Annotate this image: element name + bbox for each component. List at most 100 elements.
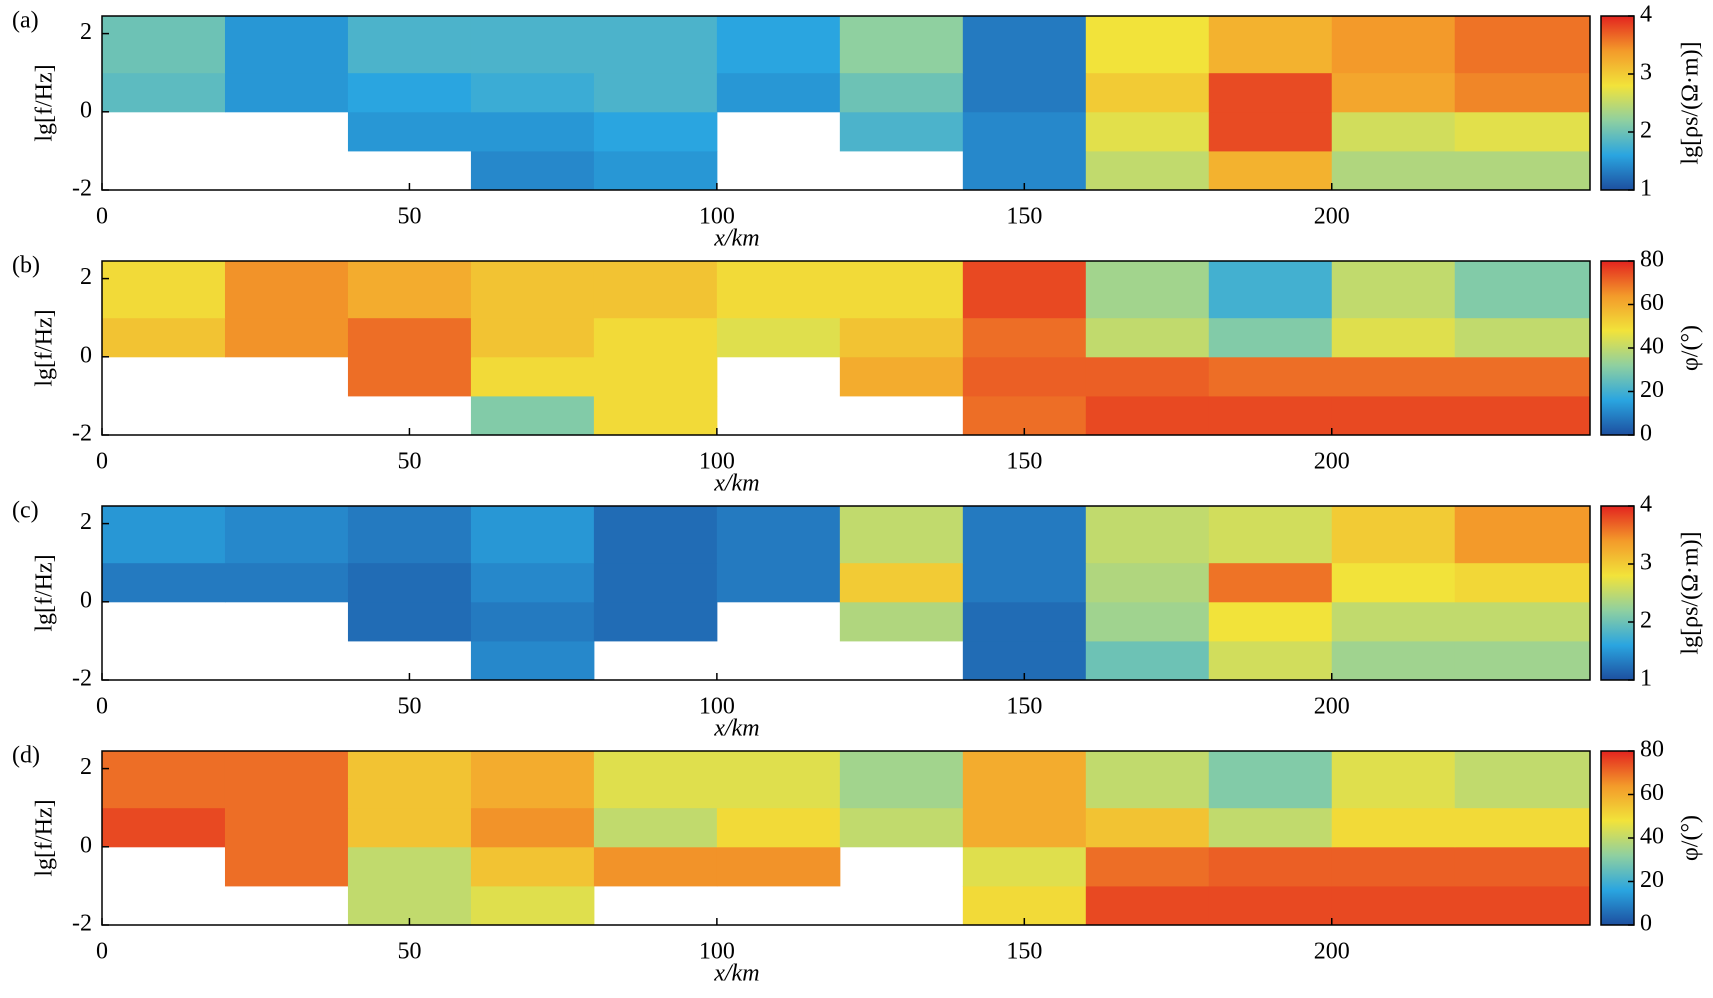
heatmap-cell bbox=[1454, 751, 1591, 809]
heatmap-cell bbox=[1331, 640, 1456, 681]
heatmap-cell bbox=[224, 317, 349, 358]
y-tick-label: -2 bbox=[72, 911, 92, 937]
heatmap-cell bbox=[1454, 885, 1591, 926]
x-tick-label: 50 bbox=[397, 939, 421, 965]
y-tick-label: -2 bbox=[72, 176, 92, 202]
heatmap-cell bbox=[102, 72, 226, 113]
y-axis-label: lg[f/Hz] bbox=[32, 554, 58, 631]
heatmap-cell bbox=[1331, 506, 1456, 564]
heatmap-cell bbox=[1085, 640, 1210, 681]
colorbar-tick-label: 60 bbox=[1640, 780, 1664, 806]
panel-label: (d) bbox=[12, 743, 40, 769]
heatmap-cell bbox=[102, 317, 226, 358]
colorbar-tick-label: 3 bbox=[1640, 550, 1652, 576]
heatmap-cell bbox=[1085, 317, 1210, 358]
heatmap-cell bbox=[839, 16, 964, 74]
heatmap-cell bbox=[962, 317, 1087, 358]
heatmap-cell bbox=[1454, 807, 1591, 848]
heatmap-cell bbox=[1208, 885, 1333, 926]
heatmap-cell bbox=[839, 317, 964, 358]
y-tick-label: 2 bbox=[80, 19, 92, 45]
heatmap-cell bbox=[1454, 640, 1591, 681]
heatmap-cell bbox=[593, 150, 718, 191]
heatmap-cell bbox=[593, 356, 718, 397]
panel-label: (a) bbox=[12, 8, 39, 34]
x-tick-label: 100 bbox=[699, 204, 735, 230]
x-tick-label: 100 bbox=[699, 449, 735, 475]
heatmap-cell bbox=[1331, 16, 1456, 74]
heatmap-cell bbox=[1208, 846, 1333, 887]
heatmap-cell bbox=[1208, 506, 1333, 564]
heatmap-cell bbox=[1454, 16, 1591, 74]
heatmap-cell bbox=[347, 111, 472, 152]
y-tick-label: 0 bbox=[80, 342, 92, 368]
y-tick-label: 2 bbox=[80, 754, 92, 780]
heatmap-cell bbox=[839, 506, 964, 564]
colorbar-label: φ/(°) bbox=[1678, 325, 1704, 371]
panel-label: (c) bbox=[12, 498, 39, 524]
heatmap-cell bbox=[470, 751, 595, 809]
x-tick-label: 150 bbox=[1006, 204, 1042, 230]
heatmap-cell bbox=[1331, 150, 1456, 191]
heatmap-cell bbox=[470, 562, 595, 603]
colorbar-tick-label: 80 bbox=[1640, 737, 1664, 763]
x-tick-label: 200 bbox=[1314, 939, 1350, 965]
heatmap-cell bbox=[224, 807, 349, 848]
x-tick-label: 200 bbox=[1314, 204, 1350, 230]
heatmap-cell bbox=[470, 506, 595, 564]
heatmap-cell bbox=[716, 751, 841, 809]
heatmap-cell bbox=[1085, 16, 1210, 74]
heatmap-cell bbox=[1331, 261, 1456, 319]
heatmap-cell bbox=[102, 562, 226, 603]
y-tick-label: 0 bbox=[80, 587, 92, 613]
x-tick-label: 0 bbox=[96, 204, 108, 230]
heatmap-cell bbox=[1454, 111, 1591, 152]
y-axis-label: lg[f/Hz] bbox=[32, 64, 58, 141]
heatmap-cell bbox=[1208, 395, 1333, 436]
colorbar-tick-label: 2 bbox=[1640, 608, 1652, 634]
heatmap-cell bbox=[1454, 356, 1591, 397]
heatmap-cell bbox=[593, 261, 718, 319]
heatmap-cell bbox=[470, 261, 595, 319]
heatmap-cell bbox=[1085, 395, 1210, 436]
heatmap-cell bbox=[716, 562, 841, 603]
heatmap-cell bbox=[470, 807, 595, 848]
x-axis-label: x/km bbox=[713, 716, 759, 742]
x-tick-label: 50 bbox=[397, 449, 421, 475]
heatmap-cell bbox=[962, 261, 1087, 319]
heatmap-cell bbox=[962, 562, 1087, 603]
heatmap-cell bbox=[1454, 72, 1591, 113]
heatmap-cell bbox=[347, 261, 472, 319]
heatmap-cell bbox=[839, 72, 964, 113]
heatmap-cell bbox=[1208, 72, 1333, 113]
x-axis-label: x/km bbox=[713, 471, 759, 497]
x-tick-label: 0 bbox=[96, 939, 108, 965]
heatmap-cell bbox=[224, 562, 349, 603]
heatmap-cell bbox=[347, 807, 472, 848]
heatmap-cell bbox=[962, 111, 1087, 152]
heatmap-cell bbox=[1085, 111, 1210, 152]
heatmap-cell bbox=[470, 111, 595, 152]
heatmap-cell bbox=[470, 885, 595, 926]
heatmap-cell bbox=[716, 317, 841, 358]
heatmap-cell bbox=[962, 72, 1087, 113]
heatmap-cell bbox=[1208, 261, 1333, 319]
heatmap-cell bbox=[347, 317, 472, 358]
heatmap-cell bbox=[470, 317, 595, 358]
colorbar-tick-label: 60 bbox=[1640, 290, 1664, 316]
heatmap-cell bbox=[1208, 317, 1333, 358]
heatmap-cell bbox=[962, 16, 1087, 74]
heatmap-cell bbox=[1085, 885, 1210, 926]
heatmap-cell bbox=[962, 356, 1087, 397]
heatmap-cell bbox=[593, 317, 718, 358]
x-tick-label: 100 bbox=[699, 939, 735, 965]
heatmap-cell bbox=[1331, 846, 1456, 887]
heatmap-cell bbox=[347, 846, 472, 887]
colorbar-label: lg[ρs/(Ω·m)] bbox=[1678, 531, 1704, 654]
x-tick-label: 50 bbox=[397, 694, 421, 720]
y-tick-label: 2 bbox=[80, 264, 92, 290]
colorbar-tick-label: 0 bbox=[1640, 421, 1652, 447]
heatmap-cell bbox=[1454, 261, 1591, 319]
x-tick-label: 200 bbox=[1314, 449, 1350, 475]
heatmap-cell bbox=[1454, 150, 1591, 191]
